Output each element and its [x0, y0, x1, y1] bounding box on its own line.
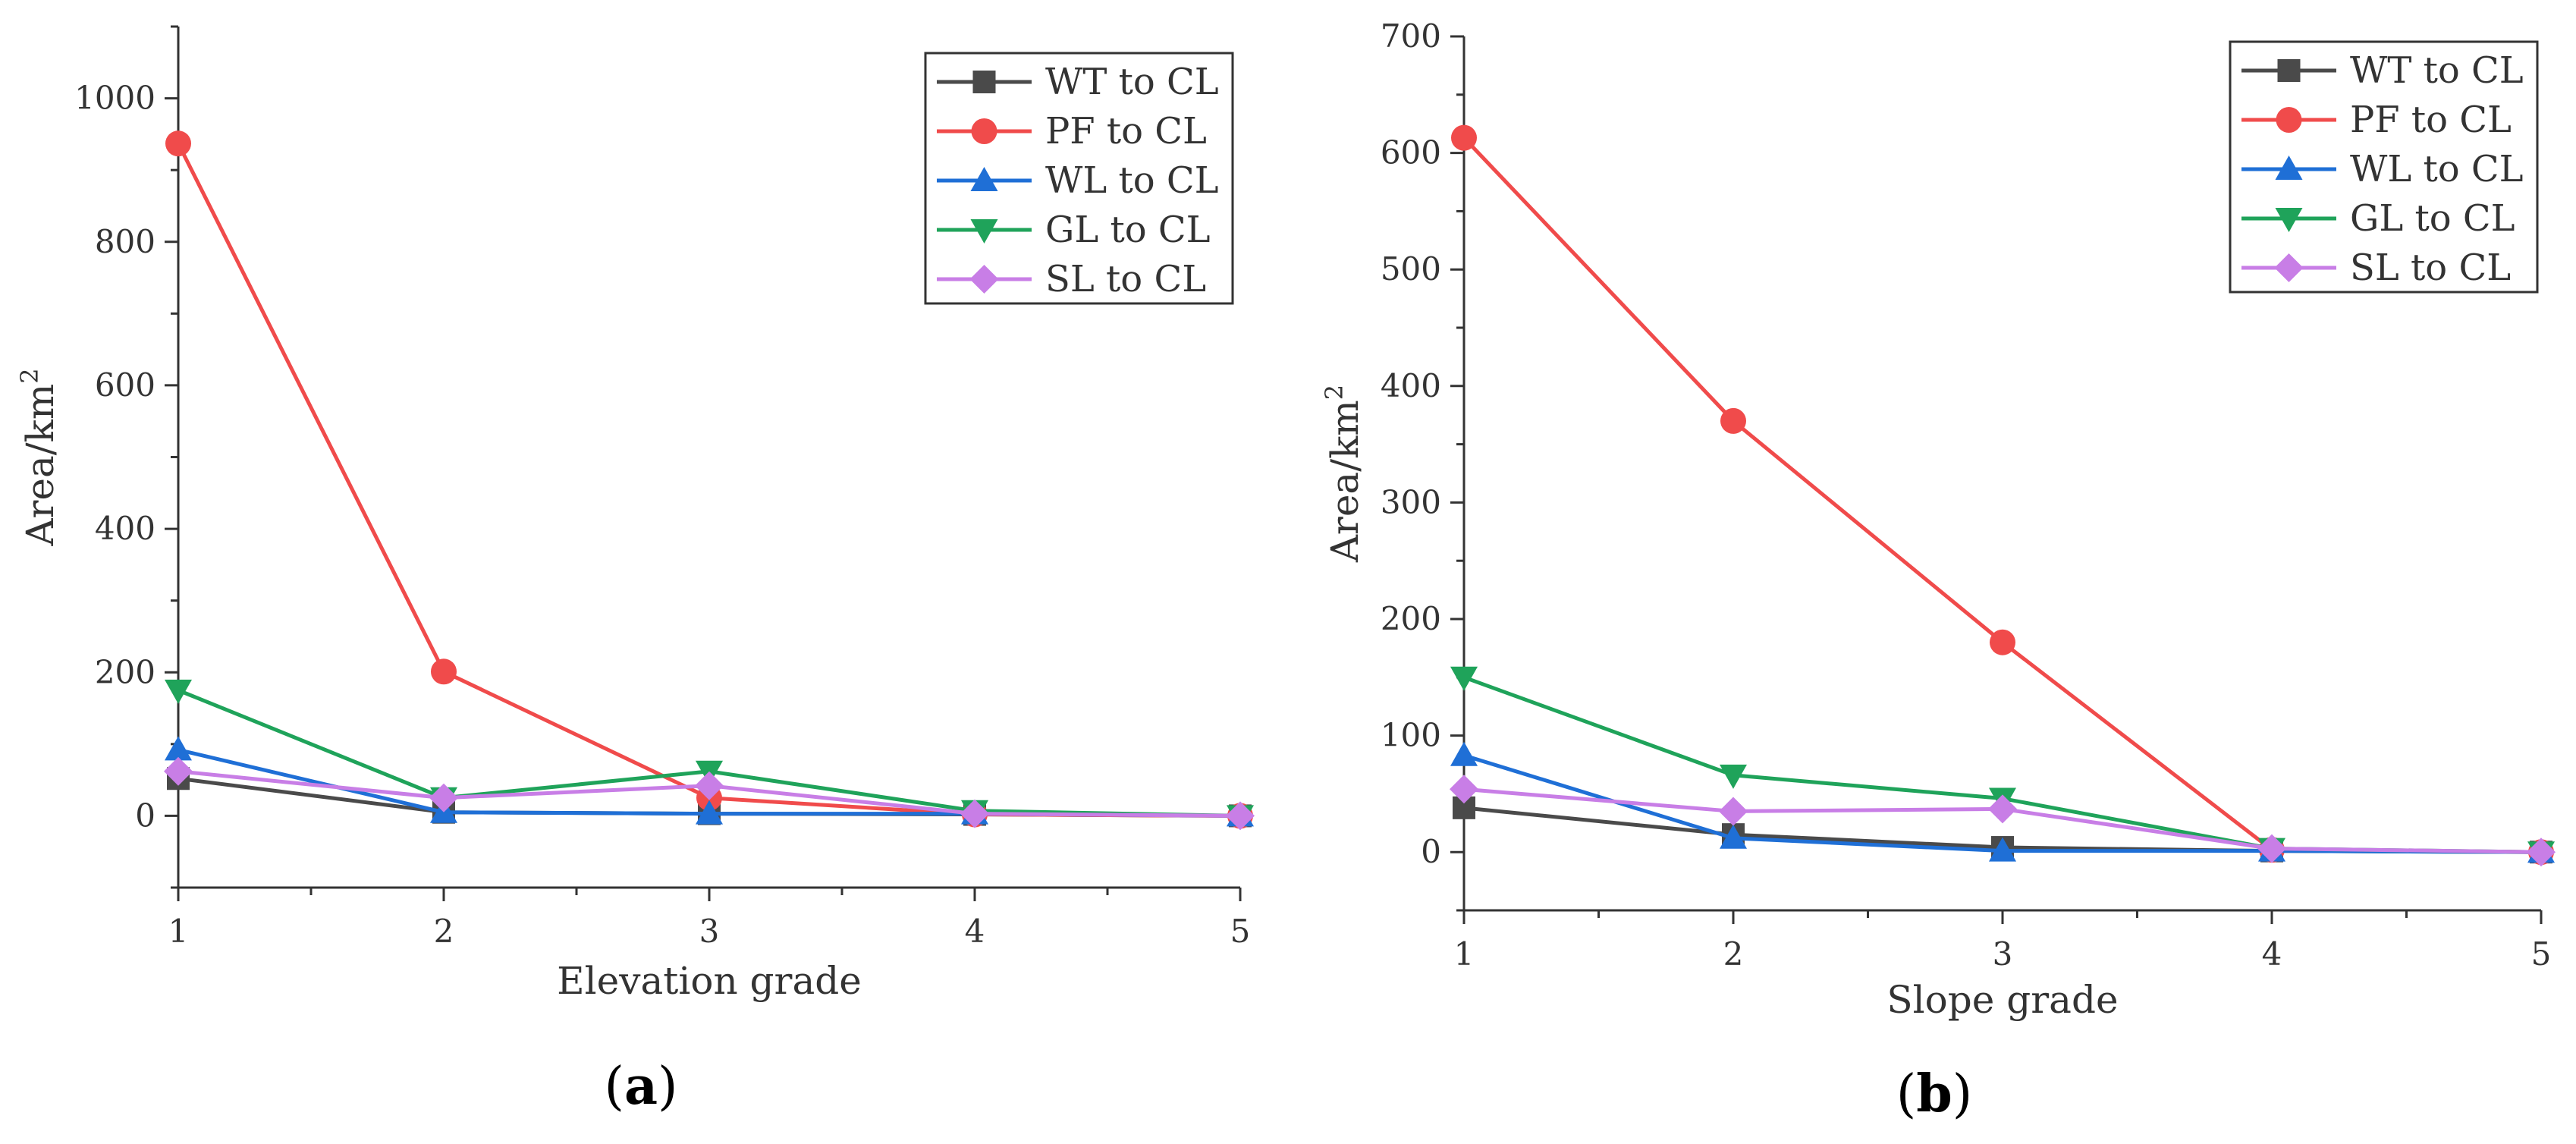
y-tick-label: 400	[1381, 367, 1441, 404]
x-tick-label: 5	[2531, 935, 2552, 973]
legend: WT to CL PF to CL WL to CL GL to CL SL to CL	[924, 52, 1234, 305]
panel-label-open: (	[1896, 1064, 1917, 1124]
series-sl-to-cl	[164, 756, 1255, 831]
panel-b: 0 100 200 300 400 500 600 700 1 2 3 4 5 Slope grade Ar…	[1320, 17, 2556, 1124]
legend-label-gl-to-cl: GL to CL	[1045, 209, 1211, 251]
data-point-pf-to-cl	[431, 658, 457, 685]
data-point-wl-to-cl	[1989, 837, 2016, 862]
legend-label-gl-to-cl: GL to CL	[2350, 197, 2515, 240]
x-tick-label: 3	[1993, 935, 2013, 973]
data-point-wl-to-cl	[696, 800, 723, 825]
data-point-sl-to-cl	[1450, 775, 1478, 804]
panel-label-open: (	[604, 1057, 624, 1117]
legend-marker-gl-to-cl	[2275, 208, 2303, 232]
y-tick-label: 600	[95, 366, 156, 404]
legend-label-pf-to-cl: PF to CL	[1045, 110, 1207, 152]
legend-label-wl-to-cl: WL to CL	[1045, 159, 1219, 202]
y-tick-label: 400	[95, 510, 156, 547]
x-tick-label: 2	[1723, 935, 1744, 973]
legend-box	[2229, 40, 2539, 294]
x-tick-label: 2	[434, 913, 454, 950]
data-point-pf-to-cl	[1990, 629, 2015, 655]
series-gl-to-cl	[1450, 666, 2555, 866]
legend-label-pf-to-cl: PF to CL	[2350, 99, 2512, 141]
y-tick-label: 700	[1381, 17, 1441, 55]
data-point-gl-to-cl	[165, 679, 192, 704]
y-axis-label: Area/km2	[15, 368, 62, 546]
panel-label-letter: a	[624, 1056, 658, 1117]
series-line-gl-to-cl	[1463, 675, 2542, 854]
y-tick-label: 600	[1381, 134, 1441, 171]
y-axis-label-text: Area/km	[1323, 400, 1367, 563]
data-point-wl-to-cl	[1720, 824, 1747, 849]
legend-label-sl-to-cl: SL to CL	[1045, 258, 1206, 300]
x-axis-label: Slope grade	[1886, 978, 2118, 1022]
data-point-sl-to-cl	[2257, 834, 2286, 863]
legend-marker-gl-to-cl	[970, 219, 998, 244]
data-point-sl-to-cl	[2527, 838, 2556, 867]
x-tick-label: 4	[965, 913, 985, 950]
data-point-pf-to-cl	[165, 130, 191, 157]
series-sl-to-cl	[1450, 775, 2556, 867]
panel-label: (a)	[604, 1056, 677, 1117]
legend-label-wl-to-cl: WL to CL	[2350, 148, 2524, 190]
y-tick-label: 300	[1381, 483, 1441, 520]
x-tick-label: 4	[2262, 935, 2282, 973]
legend-marker-sl-to-cl	[969, 265, 999, 294]
data-point-sl-to-cl	[1719, 797, 1748, 826]
y-tick-label: 100	[1381, 717, 1441, 754]
legend-marker-pf-to-cl	[2276, 107, 2302, 133]
panel-label: (b)	[1896, 1064, 1973, 1124]
panel-label-letter: b	[1916, 1064, 1952, 1124]
x-tick-label: 3	[699, 913, 720, 950]
panel-label-close: )	[658, 1057, 678, 1117]
panel-label-close: )	[1952, 1064, 1973, 1124]
data-point-sl-to-cl	[1988, 794, 2017, 824]
data-point-gl-to-cl	[1450, 666, 1478, 691]
y-tick-label: 0	[1421, 833, 1441, 870]
y-tick-label: 0	[135, 797, 156, 834]
data-point-wl-to-cl	[1450, 741, 1478, 766]
legend-label-sl-to-cl: SL to CL	[2350, 247, 2511, 289]
data-point-pf-to-cl	[1720, 407, 1746, 434]
data-point-wl-to-cl	[165, 736, 192, 761]
panel-a: 0 200 400 600 800 1000 1 2 3 4 5 Elevation grade Are…	[15, 25, 1255, 1117]
y-tick-label: 200	[95, 653, 156, 690]
x-tick-label: 1	[168, 913, 189, 950]
y-axis-label-superscript: 2	[1320, 385, 1349, 400]
data-point-sl-to-cl	[960, 799, 989, 828]
x-tick-label: 1	[1454, 935, 1475, 973]
x-axis-label: Elevation grade	[557, 959, 862, 1003]
data-point-sl-to-cl	[695, 771, 724, 800]
y-axis-label-text: Area/km	[18, 384, 62, 547]
legend-marker-pf-to-cl	[971, 118, 997, 144]
legend-label-wt-to-cl: WT to CL	[2350, 49, 2524, 92]
data-point-pf-to-cl	[1451, 124, 1477, 151]
data-point-gl-to-cl	[1720, 764, 1747, 789]
y-tick-label: 800	[95, 223, 156, 260]
data-point-sl-to-cl	[429, 783, 458, 812]
x-tick-label: 5	[1230, 913, 1251, 950]
y-axis-label: Area/km2	[1320, 385, 1367, 563]
y-tick-label: 200	[1381, 600, 1441, 637]
legend-marker-wl-to-cl	[970, 167, 998, 191]
legend-marker-sl-to-cl	[2274, 253, 2304, 282]
y-axis-label-superscript: 2	[15, 368, 44, 383]
y-tick-label: 500	[1381, 250, 1441, 288]
legend-label-wt-to-cl: WT to CL	[1045, 61, 1219, 103]
data-point-sl-to-cl	[1226, 801, 1255, 831]
data-point-sl-to-cl	[164, 756, 193, 786]
y-tick-label: 1000	[74, 80, 156, 117]
legend-marker-wl-to-cl	[2275, 156, 2303, 180]
legend-marker-wt-to-cl	[972, 71, 996, 93]
legend-marker-wt-to-cl	[2277, 59, 2301, 82]
legend-box	[924, 52, 1234, 305]
legend: WT to CL PF to CL WL to CL GL to CL SL to CL	[2229, 40, 2539, 294]
